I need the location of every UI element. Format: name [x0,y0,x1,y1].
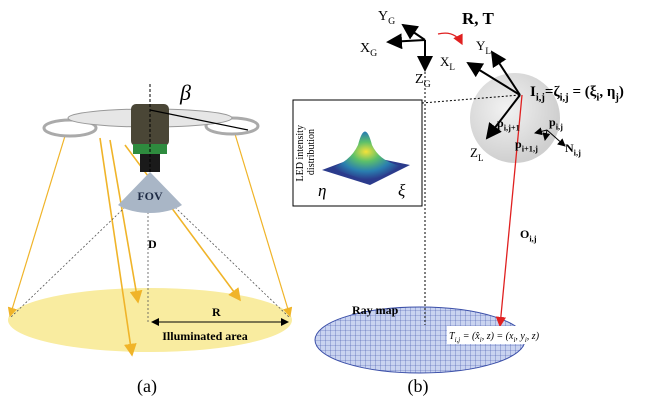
text-part: Z [415,72,424,87]
global-x-label: XG [360,41,377,59]
transform-arrow [438,33,462,44]
illuminated-area [8,288,292,352]
panel-b: LED intensity distribution η ξ YG XG ZG … [293,9,624,397]
text-part: Z [470,145,478,160]
fov-label: FOV [137,189,163,203]
subscript: G [424,79,431,90]
subscript: L [478,153,484,163]
figure: FOV β D R Illuminated area (a) LED inten… [0,0,655,412]
radius-label: R [212,305,221,319]
inset-axis-label: LED intensity distribution [295,123,317,182]
subscript: G [370,48,377,59]
text-part: Y [378,9,388,24]
led-x-label: XL [440,54,455,72]
text-part: = (x̂ [460,331,480,342]
text-part: X [360,41,370,56]
global-z-label: ZG [415,72,431,90]
text-part: , η [599,84,615,100]
inset-xi: ξ [398,181,406,200]
inset-axis-line: LED intensity [295,125,306,181]
inset-eta: η [318,181,326,200]
global-frame [388,25,425,70]
text-part: = (ξ [569,84,597,100]
text-part: O [520,227,529,241]
distance-label: D [148,237,157,251]
beta-label: β [179,80,191,105]
global-y-label: YG [378,9,395,27]
text-part: , z) = (x [482,331,514,342]
text-part: N [565,141,574,155]
subscript: i,j+1 [504,124,520,133]
subscript: G [388,16,395,27]
caption-a: (a) [137,376,157,397]
led-y-label: YL [476,38,491,56]
subscript: i,j [556,123,563,132]
subscript: i,j [560,93,569,104]
normal-label: Ni,j [565,141,581,158]
text-part: ) [619,84,624,100]
ray-map-label: Ray map [352,303,399,317]
intensity-formula: Ii,j=ζi,j = (ξi, ηj) [530,84,624,104]
transform-label: R, T [462,9,494,28]
area-label: Illuminated area [162,329,247,343]
subscript: L [485,46,491,56]
ray-label: Oi,j [520,227,537,244]
subscript: i+1,j [522,145,538,154]
subscript: i,j [574,149,581,158]
subscript: L [449,62,455,72]
text-part: , z) [527,331,540,342]
caption-b: (b) [408,376,429,397]
text-part: =ζ [545,84,561,100]
subscript: i,j [529,235,536,244]
inset-axis-line: distribution [306,129,317,175]
subscript: i,j [536,93,545,104]
panel-a: FOV β D R Illuminated area (a) [8,80,292,397]
